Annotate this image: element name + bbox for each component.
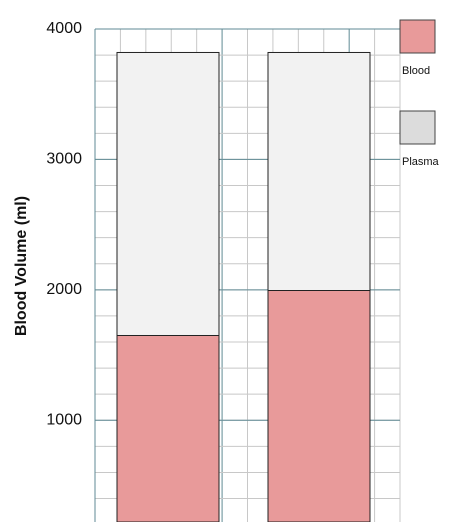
y-tick-label: 2000 [46, 281, 82, 298]
y-tick-label: 4000 [46, 20, 82, 37]
y-tick-label: 3000 [46, 151, 82, 168]
legend-label: Plasma [402, 156, 440, 168]
y-axis-title: Blood Volume (ml) [13, 196, 30, 336]
bar-segment [116, 334, 220, 522]
bar-segment [267, 289, 371, 522]
legend-label: Blood [402, 65, 430, 77]
y-tick-label: 1000 [46, 411, 82, 428]
legend-swatch [399, 19, 436, 54]
legend-swatch [399, 110, 436, 145]
bar-segment [116, 51, 220, 336]
bar-segment [267, 51, 371, 291]
